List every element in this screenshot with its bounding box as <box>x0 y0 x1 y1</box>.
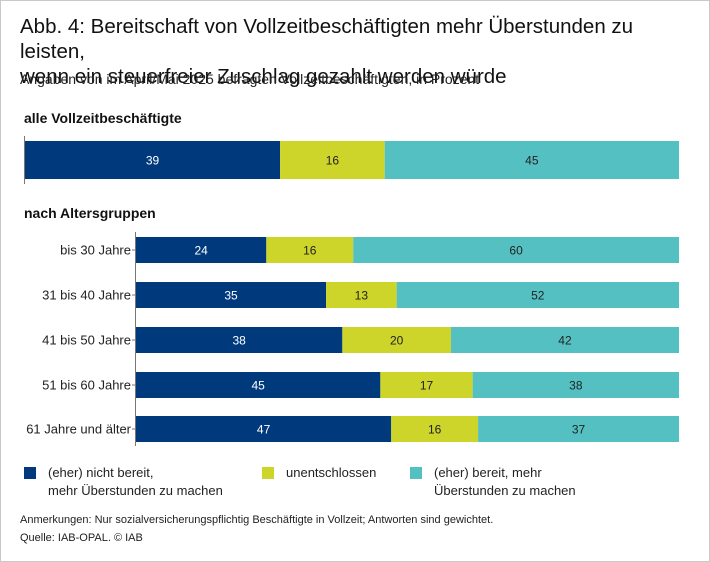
data-label: 35 <box>224 289 238 303</box>
legend-label-line: mehr Überstunden zu machen <box>48 483 223 498</box>
footnote-source: Quelle: IAB-OPAL. © IAB <box>20 532 143 544</box>
data-label: 17 <box>420 379 434 393</box>
chart-subtitle: Angaben von im April/Mai 2025 befragten … <box>20 71 480 87</box>
stacked-bar-chart: 39 16 45 bis 30 Jahre 24 16 60 31 bis 40 Jahre 3… <box>24 136 679 446</box>
data-label: 16 <box>326 154 340 168</box>
bar-segment <box>280 141 385 179</box>
chart-title: Abb. 4: Bereitschaft von Vollzeitbeschäf… <box>20 14 700 89</box>
bar-segment <box>380 372 473 398</box>
legend-label-line: (eher) nicht bereit, <box>48 465 154 480</box>
title-line-2: wenn ein steuerfreier Zuschlag gezahlt w… <box>20 65 507 88</box>
bar-segment <box>450 327 679 353</box>
bar-segment <box>136 416 392 442</box>
data-label: 13 <box>355 289 369 303</box>
data-label: 45 <box>251 379 265 393</box>
legend-swatch-undecided <box>262 467 274 479</box>
bar-segment <box>478 416 679 442</box>
footnote-remarks: Anmerkungen: Nur sozialversicherungspfli… <box>20 514 494 526</box>
legend-label-not-willing: (eher) nicht bereit, mehr Überstunden zu… <box>48 464 223 500</box>
bar-segment <box>25 141 281 179</box>
data-label: 24 <box>194 244 208 258</box>
legend-label-willing: (eher) bereit, mehr Überstunden zu mache… <box>434 464 576 500</box>
bar-segment <box>136 327 343 353</box>
bar-segment <box>353 237 679 263</box>
data-label: 39 <box>146 154 160 168</box>
legend-label-undecided: unentschlossen <box>286 464 376 482</box>
data-label: 42 <box>558 334 572 348</box>
legend-label-line: (eher) bereit, mehr <box>434 465 542 480</box>
bar-segment <box>326 282 397 308</box>
data-label: 16 <box>303 244 317 258</box>
bar-segment <box>266 237 354 263</box>
section-heading-age-groups: nach Altersgruppen <box>24 205 156 221</box>
bar-segment <box>384 141 679 179</box>
legend-label-line: Überstunden zu machen <box>434 483 576 498</box>
legend-label-line: unentschlossen <box>286 465 377 480</box>
category-label: 41 bis 50 Jahre <box>42 333 131 348</box>
data-label: 52 <box>531 289 545 303</box>
legend-swatch-not-willing <box>24 467 36 479</box>
bar-segment <box>342 327 451 353</box>
category-label: 51 bis 60 Jahre <box>42 378 131 393</box>
data-label: 45 <box>525 154 539 168</box>
bar-segment <box>136 237 267 263</box>
category-label: 61 Jahre und älter <box>26 422 131 437</box>
category-label: 31 bis 40 Jahre <box>42 288 131 303</box>
bar-segment <box>472 372 679 398</box>
bar-segment <box>136 282 327 308</box>
legend-swatch-willing <box>410 467 422 479</box>
section-heading-all: alle Vollzeitbeschäftigte <box>24 110 182 126</box>
category-label: bis 30 Jahre <box>60 243 131 258</box>
bar-segment <box>136 372 381 398</box>
bar-segment <box>396 282 679 308</box>
data-label: 16 <box>428 423 442 437</box>
data-label: 38 <box>232 334 246 348</box>
bar-segment <box>391 416 479 442</box>
data-label: 60 <box>509 244 523 258</box>
data-label: 20 <box>390 334 404 348</box>
data-label: 47 <box>257 423 271 437</box>
data-label: 38 <box>569 379 583 393</box>
data-label: 37 <box>572 423 586 437</box>
title-line-1: Abb. 4: Bereitschaft von Vollzeitbeschäf… <box>20 15 634 63</box>
